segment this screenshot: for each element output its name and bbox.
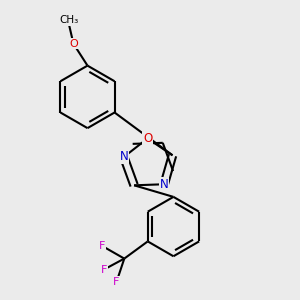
Text: N: N [160,178,169,191]
Text: CH₃: CH₃ [59,15,78,25]
Text: O: O [143,132,152,145]
Text: N: N [119,151,128,164]
Text: F: F [99,241,106,251]
Text: F: F [101,265,107,275]
Text: F: F [113,277,120,287]
Text: O: O [69,39,78,49]
